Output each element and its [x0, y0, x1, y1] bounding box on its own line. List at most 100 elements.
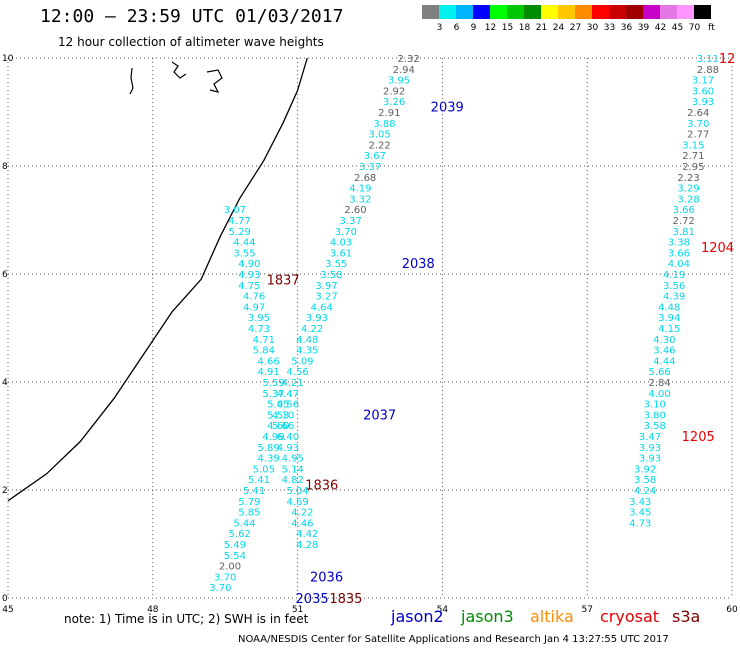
units-note: note: 1) Time is in UTC; 2) SWH is in fe…: [64, 612, 309, 626]
wave-height-label: 3.10: [644, 400, 666, 411]
legend-jason3: jason3: [461, 607, 514, 626]
wave-height-label: 2.64: [687, 108, 709, 119]
legend-cryosat: cryosat: [600, 607, 660, 626]
scale-label: 42: [654, 23, 667, 33]
wave-height-label: 4.47: [277, 389, 299, 400]
wave-height-label: 4.95: [282, 454, 304, 465]
wave-height-label: 2.60: [344, 205, 366, 216]
scale-label: 27: [569, 23, 582, 33]
scale-swatch: [643, 5, 660, 19]
scale-swatch: [507, 5, 524, 19]
wave-height-label: 5.84: [253, 346, 275, 357]
island-outline: [129, 67, 134, 95]
wave-height-label: 4.48: [296, 335, 318, 346]
wave-height-label: 3.97: [315, 281, 337, 292]
legend-jason2: jason2: [391, 607, 444, 626]
wave-height-label: 4.75: [238, 281, 260, 292]
pass-time-label: 2036: [310, 570, 343, 585]
wave-height-label: 3.43: [629, 497, 651, 508]
wave-height-label: 4.35: [296, 346, 318, 357]
wave-height-label: 5.14: [282, 464, 304, 475]
y-tick-label: 8: [2, 162, 8, 172]
scale-swatch: [422, 5, 439, 19]
wave-height-label: 3.66: [673, 205, 695, 216]
wave-height-label: 3.07: [224, 205, 246, 216]
wave-height-label: 3.29: [677, 184, 699, 195]
wave-height-label: 6.40: [277, 432, 299, 443]
wave-height-label: 4.66: [258, 356, 280, 367]
pass-time-label: 12: [719, 52, 736, 67]
wave-height-label: 4.60: [267, 421, 289, 432]
x-tick-label: 48: [147, 605, 159, 615]
legend-s3a: s3a: [672, 607, 701, 626]
wave-height-label: 3.47: [639, 432, 661, 443]
wave-height-label: 5.66: [648, 367, 670, 378]
scale-swatch: [490, 5, 507, 19]
wave-height-label: 3.37: [359, 162, 381, 173]
wave-height-label: 5.41: [248, 475, 270, 486]
wave-height-label: 3.81: [673, 227, 695, 238]
wave-height-label: 4.28: [296, 540, 318, 551]
wave-height-label: 3.67: [364, 151, 386, 162]
wave-height-label: 3.60: [692, 86, 714, 97]
scale-label: 15: [501, 23, 514, 33]
wave-height-label: 5.79: [238, 497, 260, 508]
wave-height-label: 5.59: [262, 378, 284, 389]
scale-swatch: [439, 5, 456, 19]
wave-height-label: 4.19: [663, 270, 685, 281]
wave-height-label: 3.88: [373, 119, 395, 130]
legend-altika: altika: [530, 607, 574, 626]
wave-height-label: 2.32: [397, 54, 419, 65]
wave-height-label: 4.64: [311, 302, 333, 313]
wave-height-label: 5.41: [243, 486, 265, 497]
wave-height-label: 4.10: [272, 410, 294, 421]
wave-height-label: 5.05: [253, 464, 275, 475]
wave-height-label: 3.70: [214, 572, 236, 583]
pass-time-label: 1204: [701, 241, 734, 256]
x-tick-label: 60: [726, 605, 738, 615]
scale-swatch: [626, 5, 643, 19]
wave-height-label: 4.71: [253, 335, 275, 346]
wave-height-label: 2.95: [682, 162, 704, 173]
wave-height-label: 5.04: [286, 486, 308, 497]
wave-height-label: 3.61: [330, 248, 352, 259]
scale-label: 39: [637, 23, 650, 33]
wave-height-label: 3.26: [383, 97, 405, 108]
pass-time-label: 1835: [329, 592, 362, 607]
scale-swatch: [524, 5, 541, 19]
coastline: [7, 57, 308, 502]
island-outline: [171, 61, 187, 79]
scale-swatch: [541, 5, 558, 19]
wave-height-label: 4.73: [629, 518, 651, 529]
wave-height-label: 3.58: [634, 475, 656, 486]
scale-label: 33: [603, 23, 616, 33]
wave-height-label: 4.39: [258, 454, 280, 465]
wave-height-label: 5.05: [267, 400, 289, 411]
wave-height-label: 3.58: [320, 270, 342, 281]
wave-height-label: 5.54: [224, 551, 246, 562]
island-outline: [206, 69, 223, 93]
x-tick-label: 51: [292, 605, 303, 615]
wave-height-label: 4.56: [286, 367, 308, 378]
scale-label: 18: [518, 23, 531, 33]
wave-height-label: 2.84: [648, 378, 670, 389]
pass-time-label: 1836: [305, 479, 338, 494]
scale-label: 70: [688, 23, 701, 33]
pass-time-label: 1205: [682, 430, 715, 445]
scale-swatch: [456, 5, 473, 19]
wave-height-label: 2.23: [677, 173, 699, 184]
wave-height-label: 4.77: [229, 216, 251, 227]
wave-height-label: 3.28: [677, 194, 699, 205]
wave-height-label: 4.30: [653, 335, 675, 346]
wave-height-label: 4.19: [349, 184, 371, 195]
scale-label: 21: [535, 23, 548, 33]
wave-height-label: 3.92: [634, 464, 656, 475]
wave-height-label: 4.39: [663, 292, 685, 303]
wave-height-label: 5.66: [272, 421, 294, 432]
wave-height-label: 3.15: [682, 140, 704, 151]
y-tick-label: 10: [2, 54, 14, 64]
scale-label: 45: [671, 23, 684, 33]
wave-height-label: 3.93: [692, 97, 714, 108]
scale-swatch: [609, 5, 626, 19]
scale-label: 36: [620, 23, 633, 33]
